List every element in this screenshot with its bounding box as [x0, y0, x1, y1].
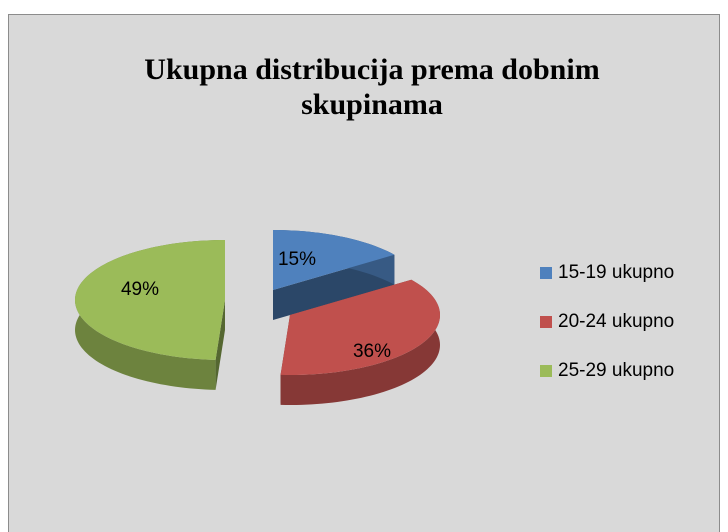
data-label: 49% — [121, 279, 159, 300]
pie-slice — [273, 230, 395, 320]
legend-label: 25-29 ukupno — [558, 360, 674, 381]
pie-slice — [75, 240, 225, 390]
slice-side — [280, 279, 440, 405]
legend-swatch — [540, 365, 552, 377]
legend-label: 20-24 ukupno — [558, 311, 674, 332]
slice-top — [280, 279, 440, 375]
data-label: 36% — [353, 341, 391, 362]
slice-top — [75, 240, 225, 360]
slice-side — [215, 300, 225, 390]
chart-title: Ukupna distribucija prema dobnim skupinam… — [144, 53, 599, 121]
legend-swatch — [540, 267, 552, 279]
pie-slice — [280, 279, 440, 405]
slice-top — [273, 230, 395, 290]
legend-label: 15-19 ukupno — [558, 262, 674, 283]
data-label: 15% — [278, 249, 316, 270]
legend-swatch — [540, 316, 552, 328]
